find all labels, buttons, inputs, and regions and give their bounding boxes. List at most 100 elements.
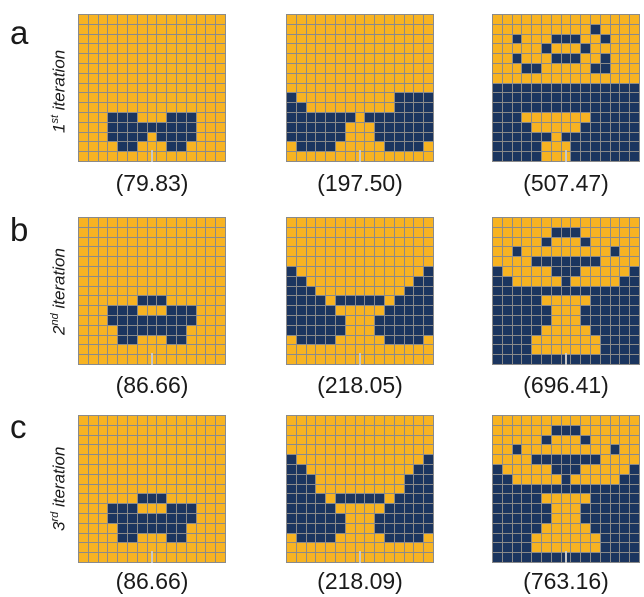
grid-cell <box>118 325 127 335</box>
grid-cell <box>424 455 433 464</box>
grid-cell <box>287 113 296 122</box>
grid-cell <box>571 152 581 161</box>
design-grid <box>492 415 640 563</box>
grid-cell <box>375 425 384 435</box>
grid-cell <box>424 152 433 161</box>
grid-cell <box>118 543 127 553</box>
grid-cell <box>551 257 561 266</box>
grid-cell <box>630 355 639 364</box>
grid-cell <box>394 103 404 112</box>
grid-cell <box>561 514 571 523</box>
grid-cell <box>296 316 306 325</box>
grid-cell <box>385 44 394 54</box>
grid-cell <box>551 132 561 142</box>
grid-cell <box>600 54 610 63</box>
grid-cell <box>128 474 137 484</box>
grid-cell <box>522 494 532 504</box>
grid-cell <box>542 306 551 315</box>
grid-cell <box>287 296 296 306</box>
grid-cell <box>118 267 127 276</box>
grid-cell <box>561 267 571 276</box>
grid-cell <box>147 267 157 276</box>
grid-cell <box>394 122 404 132</box>
grid-cell <box>345 103 355 112</box>
grid-cell <box>561 316 571 325</box>
grid-cell <box>404 247 414 257</box>
grid-cell <box>108 34 118 44</box>
grid-cell <box>394 335 404 345</box>
grid-cell <box>196 83 206 93</box>
grid-cell <box>177 93 186 103</box>
grid-cell <box>591 514 600 523</box>
grid-cell <box>532 103 541 112</box>
grid-cell <box>216 218 225 227</box>
grid-cell <box>296 416 306 425</box>
grid-cell <box>551 44 561 54</box>
grid-cell <box>336 494 345 504</box>
grid-cell <box>287 306 296 315</box>
grid-cell <box>561 93 571 103</box>
grid-cell <box>137 533 147 543</box>
grid-cell <box>394 316 404 325</box>
grid-cell <box>306 435 316 445</box>
grid-cell <box>581 445 590 455</box>
grid-cell <box>493 64 502 73</box>
grid-cell <box>157 64 167 73</box>
grid-cell <box>186 113 196 122</box>
grid-cell <box>345 24 355 34</box>
grid-cell <box>206 465 216 474</box>
grid-cell <box>581 64 590 73</box>
grid-cell <box>345 93 355 103</box>
grid-cell <box>98 286 108 296</box>
grid-cell <box>296 514 306 523</box>
grid-cell <box>336 325 345 335</box>
grid-cell <box>600 227 610 237</box>
grid-cell <box>306 83 316 93</box>
grid-cell <box>385 73 394 83</box>
grid-cell <box>177 44 186 54</box>
grid-cell <box>206 504 216 513</box>
grid-cell <box>98 267 108 276</box>
grid-cell <box>561 494 571 504</box>
grid-cell <box>512 24 522 34</box>
grid-cell <box>561 218 571 227</box>
grid-cell <box>98 425 108 435</box>
grid-cell <box>630 83 639 93</box>
grid-cell <box>147 474 157 484</box>
grid-cell <box>206 152 216 161</box>
grid-cell <box>571 44 581 54</box>
grid-cell <box>414 455 424 464</box>
grid-cell <box>610 553 620 562</box>
grid-cell <box>316 152 326 161</box>
grid-cell <box>216 416 225 425</box>
grid-cell <box>186 64 196 73</box>
grid-cell <box>493 122 502 132</box>
grid-cell <box>424 543 433 553</box>
grid-cell <box>316 227 326 237</box>
grid-cell <box>581 152 590 161</box>
grid-cell <box>620 24 630 34</box>
grid-cell <box>287 247 296 257</box>
grid-cell <box>316 543 326 553</box>
grid-cell <box>306 237 316 247</box>
grid-cell <box>196 455 206 464</box>
grid-cell <box>532 93 541 103</box>
grid-cell <box>306 474 316 484</box>
grid-cell <box>532 514 541 523</box>
grid-cell <box>414 257 424 266</box>
grid-cell <box>532 543 541 553</box>
grid-cell <box>336 15 345 24</box>
grid-cell <box>394 237 404 247</box>
grid-cell <box>512 15 522 24</box>
grid-cell <box>394 227 404 237</box>
grid-cell <box>177 514 186 523</box>
grid-cell <box>137 132 147 142</box>
grid-cell <box>196 425 206 435</box>
grid-cell <box>336 286 345 296</box>
grid-cell <box>147 306 157 315</box>
grid-cell <box>79 15 88 24</box>
grid-cell <box>157 237 167 247</box>
grid-cell <box>355 257 365 266</box>
grid-cell <box>108 122 118 132</box>
grid-cell <box>600 335 610 345</box>
